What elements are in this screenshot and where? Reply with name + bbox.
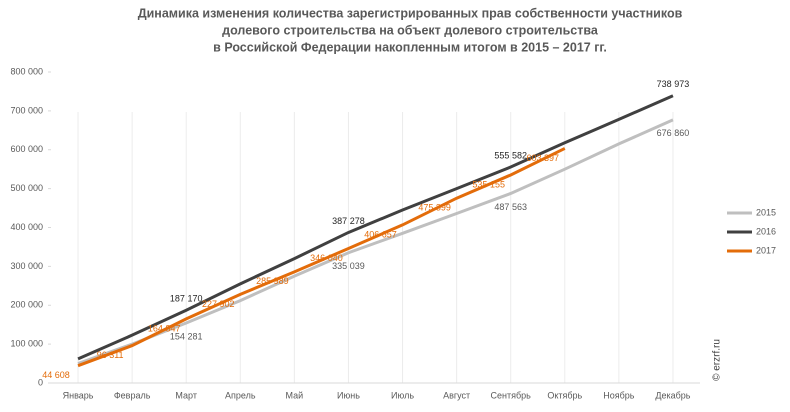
- data-label: 603 397: [527, 153, 560, 163]
- x-tick-label: Ноябрь: [603, 390, 635, 400]
- data-label: 535 155: [472, 179, 505, 189]
- x-tick-label: Июнь: [337, 390, 360, 400]
- data-label: 164 847: [148, 323, 181, 333]
- data-label: 227 902: [202, 299, 235, 309]
- line-series: [77, 147, 566, 368]
- data-label: 487 563: [494, 202, 527, 212]
- chart-title: Динамика изменения количества зарегистри…: [138, 6, 683, 20]
- legend-label: 2017: [756, 245, 776, 255]
- x-tick-label: Декабрь: [655, 390, 690, 400]
- data-label: 285 989: [256, 276, 289, 286]
- data-label: 187 170: [170, 294, 203, 304]
- data-label: 96 311: [97, 350, 124, 360]
- x-tick-label: Апрель: [225, 390, 256, 400]
- data-label: 676 860: [657, 128, 690, 138]
- y-tick-label: 500 000: [10, 183, 43, 193]
- data-label: 738 973: [657, 79, 690, 89]
- chart-title: долевого строительства на объект долевог…: [222, 23, 599, 37]
- x-tick-label: Март: [175, 390, 197, 400]
- y-tick-label: 800 000: [10, 66, 43, 76]
- y-tick-label: 300 000: [10, 261, 43, 271]
- y-tick-label: 0: [38, 377, 43, 387]
- data-label: 154 281: [170, 331, 203, 341]
- legend-label: 2015: [756, 207, 776, 217]
- data-label: 44 608: [42, 370, 70, 380]
- x-tick-label: Октябрь: [547, 390, 582, 400]
- chart-title: в Российской Федерации накопленным итого…: [213, 40, 607, 54]
- y-tick-label: 100 000: [10, 339, 43, 349]
- y-tick-label: 700 000: [10, 105, 43, 115]
- x-tick-label: Июль: [391, 390, 414, 400]
- line-series: [77, 118, 674, 365]
- x-tick-label: Май: [286, 390, 304, 400]
- y-tick-label: 600 000: [10, 144, 43, 154]
- x-tick-label: Февраль: [114, 390, 151, 400]
- x-tick-label: Сентябрь: [491, 390, 532, 400]
- data-label: 346 040: [310, 253, 343, 263]
- legend-label: 2016: [756, 226, 776, 236]
- data-label: 335 039: [332, 261, 365, 271]
- data-label: 406 657: [364, 229, 397, 239]
- y-tick-label: 400 000: [10, 222, 43, 232]
- data-label: 555 582: [494, 150, 527, 160]
- y-tick-label: 200 000: [10, 300, 43, 310]
- data-label: 387 278: [332, 216, 365, 226]
- x-tick-label: Январь: [63, 390, 94, 400]
- watermark: © erzrf.ru: [712, 339, 723, 381]
- line-series: [77, 94, 674, 361]
- x-tick-label: Август: [443, 390, 470, 400]
- data-label: 475 399: [418, 203, 451, 213]
